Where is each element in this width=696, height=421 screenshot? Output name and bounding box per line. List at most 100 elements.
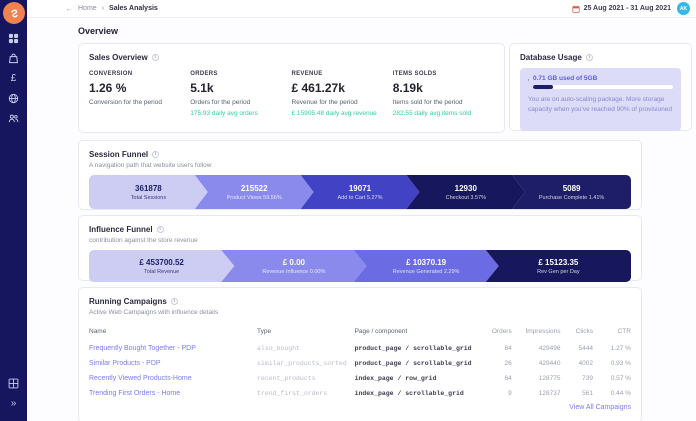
swirl-icon: [10, 9, 18, 17]
influence-funnel-subtitle: contribution against the store revenue: [89, 237, 198, 244]
info-icon[interactable]: i: [151, 54, 159, 61]
campaign-name-link[interactable]: Similar Products - PDP: [89, 360, 161, 367]
database-usage-panel: 0.71 GB used of 5GB You are on auto-scal…: [520, 68, 681, 131]
brand-logo[interactable]: [3, 2, 25, 24]
stage-value: 215522: [240, 183, 268, 193]
metric-value: £ 461.27k: [291, 81, 345, 95]
table-row: Frequently Bought Together - PDP also_bo…: [89, 341, 631, 356]
users-icon[interactable]: [5, 110, 22, 127]
expand-sidebar-icon[interactable]: »: [10, 398, 17, 409]
metric-value: 1.26 %: [89, 81, 127, 95]
table-row: Trending First Orders - Home trend_first…: [89, 386, 631, 401]
date-range-picker[interactable]: 25 Aug 2021 - 31 Aug 2021: [571, 5, 671, 13]
metric-orders: ORDERS 5.1k Orders for the period 175.93…: [190, 71, 291, 117]
info-icon[interactable]: i: [156, 226, 164, 233]
stage-label: Total Sessions: [130, 194, 167, 201]
metric-value: 5.1k: [190, 81, 214, 95]
stage-value: £ 0.00: [282, 257, 305, 267]
view-all-campaigns-link[interactable]: View All Campaigns: [569, 404, 631, 411]
col-ctr[interactable]: CTR: [617, 328, 631, 335]
database-usage-bar: [533, 85, 673, 89]
metric-daily: [89, 110, 190, 117]
top-bar: ← Home › Sales Analysis 25 Aug 2021 - 31…: [27, 0, 696, 18]
campaign-name-link[interactable]: Recently Viewed Products-Home: [89, 375, 192, 382]
breadcrumb-current: Sales Analysis: [109, 5, 158, 12]
metric-daily: 175.93 daily avg orders: [190, 110, 258, 117]
breadcrumb-separator-icon: ›: [101, 5, 105, 12]
session-funnel-card: Session Funnel i A navigation path that …: [78, 140, 642, 210]
campaign-page: index_page / scrollable_grid: [354, 390, 464, 397]
campaign-page: product_page / scrollable_grid: [354, 345, 472, 352]
campaign-name-link[interactable]: Trending First Orders - Home: [89, 390, 181, 397]
main-content: Overview Sales Overview i CONVERSION 1.2…: [27, 18, 696, 421]
info-icon[interactable]: i: [585, 54, 593, 61]
metric-revenue: REVENUE £ 461.27k Revenue for the period…: [292, 71, 393, 117]
campaign-type: trend_first_orders: [257, 390, 328, 397]
date-range-label: 25 Aug 2021 - 31 Aug 2021: [583, 5, 671, 12]
campaign-orders: 84: [504, 345, 512, 352]
back-arrow-icon[interactable]: ←: [65, 4, 73, 13]
shopping-bag-icon[interactable]: [5, 50, 22, 67]
globe-icon[interactable]: [5, 90, 22, 107]
influence-funnel-title: Influence Funnel: [89, 225, 153, 234]
metric-label: ITEMS SOLDS: [392, 71, 437, 77]
campaign-name-link[interactable]: Frequently Bought Together - PDP: [89, 345, 196, 352]
metric-sub: Items sold for the period: [392, 99, 463, 106]
sidebar: £ »: [0, 0, 27, 421]
campaign-ctr: 0.44 %: [610, 390, 631, 397]
funnel-stage-product-views: 215522 Product Views 59.56%: [195, 175, 314, 209]
campaign-page: product_page / scrollable_grid: [354, 360, 472, 367]
campaign-ctr: 1.27 %: [610, 345, 631, 352]
campaign-impressions: 128737: [538, 390, 561, 397]
running-campaigns-subtitle: Active Web Campaigns with influence deta…: [89, 309, 219, 316]
stage-value: £ 10370.19: [406, 257, 447, 267]
info-icon[interactable]: i: [152, 151, 160, 158]
user-avatar[interactable]: AK: [677, 2, 690, 15]
calendar-icon: [571, 5, 580, 13]
session-funnel-subtitle: A navigation path that website users fol…: [89, 162, 212, 169]
currency-pound-icon[interactable]: £: [10, 73, 17, 84]
col-orders[interactable]: Orders: [491, 328, 512, 335]
funnel-stage-add-to-cart: 19071 Add to Cart 5.27%: [301, 175, 420, 209]
metric-conversion: CONVERSION 1.26 % Conversion for the per…: [89, 71, 190, 117]
col-impressions[interactable]: Impressions: [525, 328, 561, 335]
database-usage-fill: [533, 85, 553, 89]
stage-label: Total Revenue: [144, 268, 180, 275]
campaign-type: recent_products: [257, 375, 316, 382]
breadcrumb-home[interactable]: Home: [78, 5, 97, 12]
campaign-page: index_page / row_grid: [354, 375, 437, 382]
metrics-row: CONVERSION 1.26 % Conversion for the per…: [89, 71, 494, 117]
stage-value: £ 15123.35: [538, 257, 579, 267]
table-row: Similar Products - PDP similar_products_…: [89, 356, 631, 371]
col-page-component[interactable]: Page / component: [354, 328, 408, 335]
campaign-impressions: 429496: [538, 345, 561, 352]
session-funnel-title: Session Funnel: [89, 150, 149, 159]
breadcrumb: ← Home › Sales Analysis: [65, 4, 158, 13]
sales-overview-card: Sales Overview i CONVERSION 1.26 % Conve…: [78, 43, 505, 133]
topbar-right: 25 Aug 2021 - 31 Aug 2021 AK: [571, 2, 690, 15]
col-type[interactable]: Type: [257, 328, 272, 335]
campaigns-table: Name Type Page / component Orders Impres…: [89, 324, 631, 401]
campaign-orders: 64: [504, 375, 512, 382]
funnel-stage-checkout: 12930 Checkout 3.57%: [406, 175, 525, 209]
dashboard-icon[interactable]: [5, 30, 22, 47]
col-clicks[interactable]: Clicks: [575, 328, 594, 335]
funnel-stage-revenue-generated: £ 10370.19 Revenue Generated 2.29%: [354, 250, 499, 282]
funnel-stage-total-sessions: 361878 Total Sessions: [89, 175, 208, 209]
info-icon[interactable]: i: [170, 298, 178, 305]
metric-label: ORDERS: [190, 71, 218, 77]
page-title: Overview: [78, 26, 119, 36]
database-usage-title: Database Usage: [520, 53, 582, 62]
col-name[interactable]: Name: [89, 328, 107, 335]
table-header-row: Name Type Page / component Orders Impres…: [89, 324, 631, 341]
campaign-ctr: 0.93 %: [610, 360, 631, 367]
funnel-stage-revenue-influence: £ 0.00 Revenue Influence 0.00%: [221, 250, 366, 282]
campaign-orders: 26: [504, 360, 512, 367]
stage-label: Revenue Generated 2.29%: [392, 268, 460, 275]
campaign-clicks: 561: [582, 390, 594, 397]
apps-grid-icon[interactable]: [5, 375, 22, 392]
metric-sub: Revenue for the period: [291, 99, 358, 106]
stage-label: Purchase Complete 1.41%: [538, 194, 605, 201]
stage-value: 12930: [454, 183, 477, 193]
funnel-stage-total-revenue: £ 453700.52 Total Revenue: [89, 250, 234, 282]
